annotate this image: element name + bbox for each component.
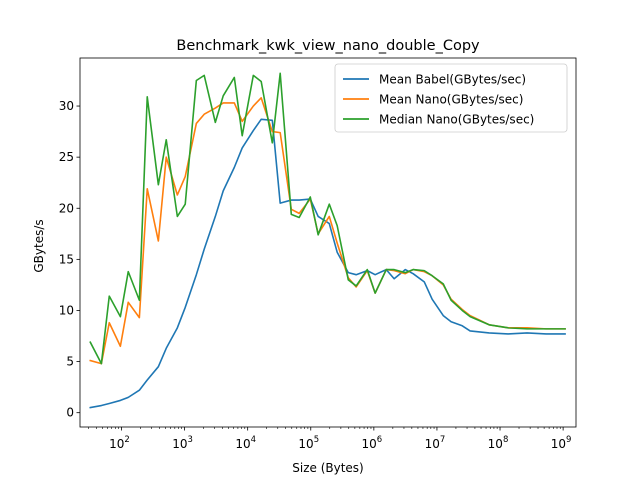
y-tick-label: 15: [59, 252, 74, 266]
series-layer: [89, 72, 566, 409]
y-tick-label: 5: [66, 355, 74, 369]
x-tick-label: 106: [361, 435, 382, 451]
y-tick-label: 20: [59, 201, 74, 215]
series-line-3: [89, 72, 566, 365]
axes-layer: 0 5 10 15 20 25 30 102 103 104 105 106 107 108 109: [59, 57, 577, 451]
legend: Mean Babel(GBytes/sec) Mean Nano(GBytes/s…: [334, 63, 568, 133]
x-tick-label: 108: [488, 435, 509, 451]
x-tick-label: 107: [425, 435, 446, 451]
y-tick-label: 10: [59, 303, 74, 317]
y-tick-label: 0: [66, 406, 74, 420]
plot-frame: [79, 57, 577, 428]
legend-label-1: Mean Babel(GBytes/sec): [379, 73, 526, 87]
legend-label-2: Mean Nano(GBytes/sec): [379, 93, 523, 107]
y-tick-label: 25: [59, 150, 74, 164]
x-tick-label: 109: [551, 435, 572, 451]
legend-box: [334, 63, 568, 133]
chart-title: Benchmark_kwk_view_nano_double_Copy: [176, 38, 480, 54]
x-tick-label: 103: [172, 435, 193, 451]
y-tick-label: 30: [59, 99, 74, 113]
y-axis-label: GBytes/s: [32, 219, 46, 272]
legend-label-3: Median Nano(GBytes/sec): [379, 113, 534, 127]
x-axis-label: Size (Bytes): [292, 461, 363, 475]
x-tick-label: 102: [109, 435, 130, 451]
x-tick-label: 105: [298, 435, 319, 451]
x-tick-label: 104: [235, 435, 256, 451]
series-line-1: [89, 118, 566, 409]
